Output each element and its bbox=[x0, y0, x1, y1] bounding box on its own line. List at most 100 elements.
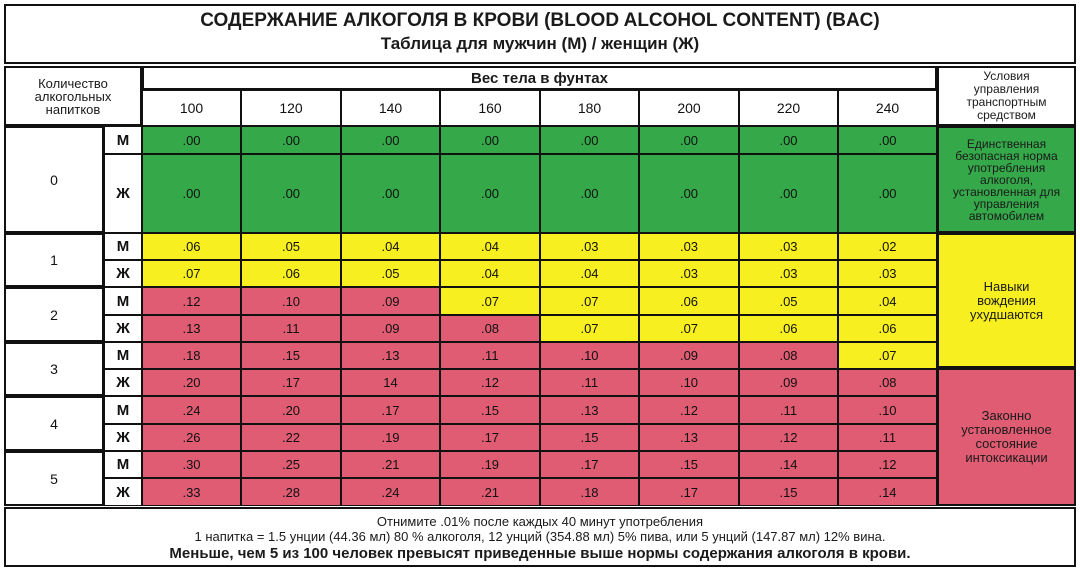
bac-cell: .07 bbox=[440, 287, 540, 315]
bac-cell: .00 bbox=[440, 154, 540, 233]
bac-cell: .12 bbox=[838, 451, 937, 478]
bac-cell: .06 bbox=[739, 315, 838, 342]
drinks-count-3: 3 bbox=[4, 342, 104, 396]
gender-female-label: Ж bbox=[104, 154, 142, 233]
gender-male-label: М bbox=[104, 287, 142, 315]
bac-cell: .15 bbox=[241, 342, 341, 369]
bac-cell: .04 bbox=[341, 233, 440, 260]
bac-cell: .17 bbox=[440, 424, 540, 451]
bac-cell: .06 bbox=[838, 315, 937, 342]
bac-cell: .25 bbox=[241, 451, 341, 478]
bac-cell: .18 bbox=[142, 342, 241, 369]
drinks-header: Количество алкогольных напитков bbox=[4, 66, 142, 126]
bac-cell: .15 bbox=[639, 451, 739, 478]
chart-title: СОДЕРЖАНИЕ АЛКОГОЛЯ В КРОВИ (BLOOD ALCOH… bbox=[200, 10, 880, 31]
bac-cell: .00 bbox=[639, 154, 739, 233]
bac-cell: .11 bbox=[739, 396, 838, 424]
drinks-count-0: 0 bbox=[4, 126, 104, 233]
weight-col-2: 140 bbox=[341, 90, 440, 126]
bac-cell: .06 bbox=[142, 233, 241, 260]
bac-cell: .05 bbox=[739, 287, 838, 315]
footer-line1: Отнимите .01% после каждых 40 минут упот… bbox=[376, 514, 704, 529]
bac-cell: .07 bbox=[540, 315, 639, 342]
bac-cell: .07 bbox=[142, 260, 241, 287]
bac-cell: .21 bbox=[440, 478, 540, 506]
bac-cell: .00 bbox=[838, 126, 937, 154]
bac-cell: .09 bbox=[341, 287, 440, 315]
bac-cell: .13 bbox=[540, 396, 639, 424]
weight-header: Вес тела в фунтах bbox=[142, 66, 937, 90]
bac-cell: .00 bbox=[142, 154, 241, 233]
bac-cell: .10 bbox=[838, 396, 937, 424]
drinks-count-4: 4 bbox=[4, 396, 104, 451]
bac-cell: .10 bbox=[540, 342, 639, 369]
drinks-count-1: 1 bbox=[4, 233, 104, 287]
footer-line2: 1 напитка = 1.5 унции (44.36 мл) 80 % ал… bbox=[194, 529, 886, 544]
bac-cell: .10 bbox=[241, 287, 341, 315]
bac-cell: .17 bbox=[341, 396, 440, 424]
bac-cell: .00 bbox=[341, 154, 440, 233]
bac-cell: .07 bbox=[838, 342, 937, 369]
bac-cell: .09 bbox=[341, 315, 440, 342]
bac-cell: .12 bbox=[639, 396, 739, 424]
bac-cell: .08 bbox=[838, 369, 937, 396]
gender-male-label: М bbox=[104, 451, 142, 478]
bac-cell: .00 bbox=[739, 126, 838, 154]
bac-cell: .00 bbox=[341, 126, 440, 154]
bac-cell: .10 bbox=[639, 369, 739, 396]
bac-cell: .04 bbox=[440, 233, 540, 260]
bac-cell: .09 bbox=[639, 342, 739, 369]
bac-cell: .11 bbox=[440, 342, 540, 369]
bac-cell: .19 bbox=[440, 451, 540, 478]
bac-cell: .12 bbox=[142, 287, 241, 315]
bac-cell: .15 bbox=[739, 478, 838, 506]
bac-cell: .15 bbox=[440, 396, 540, 424]
weight-col-6: 220 bbox=[739, 90, 838, 126]
weight-col-4: 180 bbox=[540, 90, 639, 126]
bac-cell: .26 bbox=[142, 424, 241, 451]
bac-cell: .00 bbox=[440, 126, 540, 154]
bac-cell: .13 bbox=[142, 315, 241, 342]
bac-cell: .07 bbox=[540, 287, 639, 315]
bac-cell: .00 bbox=[241, 154, 341, 233]
bac-cell: .00 bbox=[241, 126, 341, 154]
bac-cell: .24 bbox=[341, 478, 440, 506]
zone-red-label: Законно установленное состояние интоксик… bbox=[937, 368, 1076, 506]
bac-cell: .19 bbox=[341, 424, 440, 451]
drinks-count-2: 2 bbox=[4, 287, 104, 342]
bac-cell: .20 bbox=[142, 369, 241, 396]
zone-green-label: Единственная безопасная норма употреблен… bbox=[937, 126, 1076, 233]
bac-cell: .13 bbox=[341, 342, 440, 369]
bac-cell: .11 bbox=[241, 315, 341, 342]
bac-cell: .12 bbox=[739, 424, 838, 451]
bac-cell: .33 bbox=[142, 478, 241, 506]
bac-cell: .05 bbox=[241, 233, 341, 260]
title-box bbox=[4, 4, 1076, 64]
bac-cell: .30 bbox=[142, 451, 241, 478]
bac-cell: .05 bbox=[341, 260, 440, 287]
bac-cell: .07 bbox=[639, 315, 739, 342]
zone-yellow-label: Навыки вождения ухудшаются bbox=[937, 233, 1076, 368]
bac-cell: .12 bbox=[440, 369, 540, 396]
bac-cell: .02 bbox=[838, 233, 937, 260]
bac-cell: .06 bbox=[639, 287, 739, 315]
bac-cell: 14 bbox=[341, 369, 440, 396]
bac-cell: .13 bbox=[639, 424, 739, 451]
gender-female-label: Ж bbox=[104, 315, 142, 342]
bac-cell: .17 bbox=[540, 451, 639, 478]
chart-subtitle: Таблица для мужчин (М) / женщин (Ж) bbox=[380, 34, 700, 53]
weight-col-7: 240 bbox=[838, 90, 937, 126]
bac-cell: .11 bbox=[540, 369, 639, 396]
gender-female-label: Ж bbox=[104, 424, 142, 451]
bac-cell: .04 bbox=[440, 260, 540, 287]
bac-cell: .04 bbox=[838, 287, 937, 315]
bac-cell: .08 bbox=[739, 342, 838, 369]
bac-cell: .00 bbox=[540, 154, 639, 233]
bac-cell: .18 bbox=[540, 478, 639, 506]
bac-cell: .28 bbox=[241, 478, 341, 506]
bac-cell: .03 bbox=[739, 260, 838, 287]
bac-cell: .00 bbox=[540, 126, 639, 154]
weight-col-1: 120 bbox=[241, 90, 341, 126]
conditions-header: Условия управления транспортным средство… bbox=[937, 66, 1076, 126]
